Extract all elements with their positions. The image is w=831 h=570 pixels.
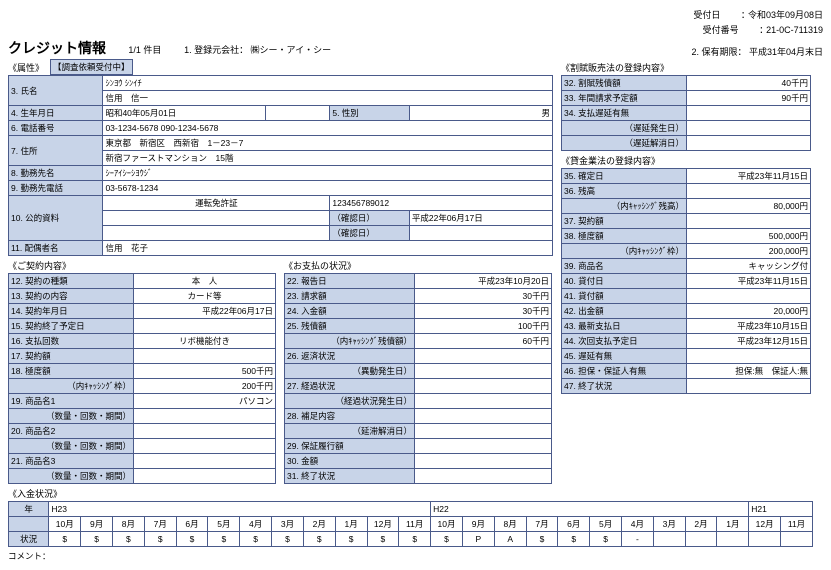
- contract-header: 《ご契約内容》: [8, 259, 276, 272]
- loan-table: 35. 確定日平成23年11月15日 36. 残高 （内ｷｬｯｼﾝｸﾞ残高）80…: [561, 168, 811, 394]
- header-receipt: 受付日 ： 令和03年09月08日: [8, 8, 823, 21]
- deposit-header: 《入金状況》: [8, 487, 823, 500]
- attr-table: 3. 氏名 ｼﾝﾖｳ ｼﾝｲﾁ 信用 信一 4. 生年月日 昭和40年05月01…: [8, 75, 553, 256]
- receipt-date-label: 受付日: [693, 8, 720, 21]
- page-title: クレジット情報: [8, 38, 106, 58]
- notice-badge: 【調査依頼受付中】: [50, 59, 133, 75]
- install-header: 《割賦販売法の登録内容》: [561, 61, 811, 74]
- receipt-date: 令和03年09月08日: [748, 8, 823, 21]
- contract-table: 12. 契約の種類本 人 13. 契約の内容カード等 14. 契約年月日平成22…: [8, 273, 276, 484]
- retention: 2. 保有期限： 平成31年04月末日: [691, 45, 823, 58]
- deposit-table: 年H23H22H21 10月9月8月7月6月5月4月3月2月1月12月11月10…: [8, 501, 813, 547]
- comment-label: コメント：: [8, 550, 823, 562]
- install-table: 32. 割賦残債額40千円 33. 年間請求予定額90千円 34. 支払遅延有無…: [561, 75, 811, 151]
- payment-table: 22. 報告日平成23年10月20日 23. 請求額30千円 24. 入金額30…: [284, 273, 552, 484]
- attr-header: 《属性》: [8, 61, 44, 74]
- loan-header: 《貸金業法の登録内容》: [561, 154, 811, 167]
- payment-header: 《お支払の状況》: [284, 259, 552, 272]
- header-receipt-no: 受付番号 ： 21-0C-711319: [8, 23, 823, 36]
- page-info: 1/1 件目: [128, 45, 161, 55]
